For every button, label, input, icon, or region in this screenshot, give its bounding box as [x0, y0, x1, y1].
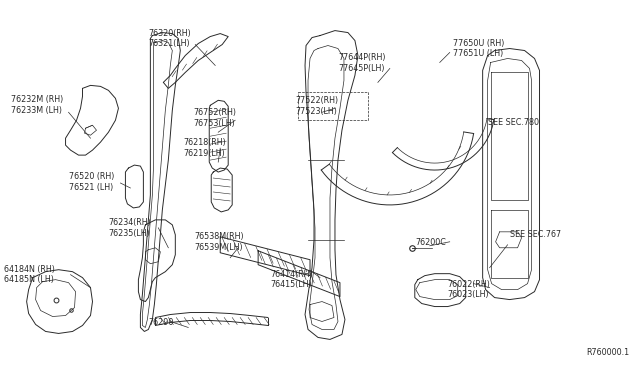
Text: 64184N (RH)
64185N (LH): 64184N (RH) 64185N (LH): [4, 265, 54, 285]
Text: 76320(RH)
76321(LH): 76320(RH) 76321(LH): [148, 29, 191, 48]
Text: 77650U (RH)
77651U (LH): 77650U (RH) 77651U (LH): [452, 39, 504, 58]
Text: 76538M(RH)
76539M(LH): 76538M(RH) 76539M(LH): [195, 232, 244, 251]
Text: R760000.1: R760000.1: [586, 348, 629, 357]
Text: 76234(RH)
76235(LH): 76234(RH) 76235(LH): [108, 218, 151, 238]
Text: 77522(RH)
77523(LH): 77522(RH) 77523(LH): [295, 96, 338, 116]
Text: 76232M (RH)
76233M (LH): 76232M (RH) 76233M (LH): [11, 95, 63, 115]
Text: SEE SEC.767: SEE SEC.767: [509, 230, 561, 239]
Text: SEE SEC.780: SEE SEC.780: [488, 118, 539, 127]
Text: 76200C: 76200C: [416, 238, 447, 247]
Text: 77644P(RH)
77645P(LH): 77644P(RH) 77645P(LH): [338, 54, 385, 73]
Text: 76752(RH)
76753(LH): 76752(RH) 76753(LH): [193, 108, 236, 128]
Text: 76290: 76290: [148, 318, 173, 327]
Text: 76022(RH)
76023(LH): 76022(RH) 76023(LH): [448, 280, 491, 299]
Text: 76520 (RH)
76521 (LH): 76520 (RH) 76521 (LH): [68, 172, 114, 192]
Text: 76218(RH)
76219(LH): 76218(RH) 76219(LH): [183, 138, 226, 158]
Text: 76414(RH)
76415(LH): 76414(RH) 76415(LH): [270, 270, 313, 289]
